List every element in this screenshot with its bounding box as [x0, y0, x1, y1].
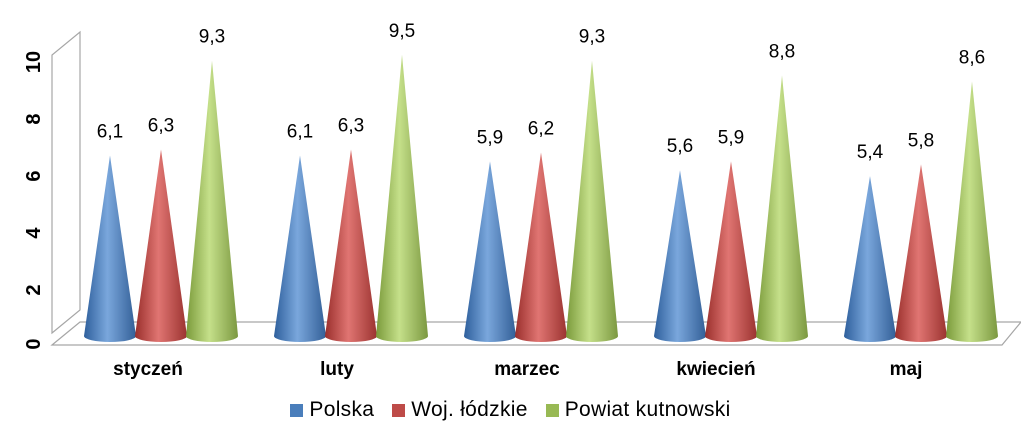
data-label: 6,1: [287, 121, 313, 142]
y-tick-label: 6: [23, 170, 45, 181]
cone-woj-lodzkie: [325, 149, 377, 342]
cone-polska: [84, 155, 136, 342]
cone-powiat-kutnowski: [756, 75, 808, 343]
cone-powiat-kutnowski: [376, 54, 428, 342]
y-tick-label: 2: [23, 284, 45, 295]
cone-polska: [274, 155, 326, 342]
legend-label: Woj. łódzkie: [411, 398, 528, 421]
cone-powiat-kutnowski: [566, 60, 618, 342]
data-label: 5,6: [667, 136, 693, 157]
legend: Polska Woj. łódzkie Powiat kutnowski: [0, 396, 1021, 424]
legend-label: Polska: [309, 398, 375, 421]
legend-swatch: [290, 403, 304, 417]
data-label: 6,2: [528, 118, 554, 139]
x-tick-label: styczeń: [113, 359, 183, 380]
cone-body: [274, 155, 326, 342]
data-label: 9,5: [389, 21, 415, 42]
x-tick-label: luty: [320, 359, 354, 380]
legend-swatch: [545, 403, 559, 417]
data-label: 5,9: [718, 127, 744, 148]
cone-body: [84, 155, 136, 342]
cone-polska: [464, 161, 516, 342]
cone-woj-lodzkie: [705, 161, 757, 342]
legend-item-polska: Polska: [290, 398, 374, 422]
y-tick-label: 10: [23, 51, 45, 73]
x-tick-label: marzec: [494, 359, 560, 380]
cone-body: [756, 75, 808, 343]
data-label: 8,6: [959, 47, 985, 68]
y-tick-label: 4: [23, 227, 45, 239]
cone-powiat-kutnowski: [186, 60, 238, 342]
data-label: 9,3: [199, 27, 225, 48]
cone-body: [654, 170, 706, 342]
cone-body: [464, 161, 516, 342]
data-label: 6,1: [97, 121, 123, 142]
cone-body: [705, 161, 757, 342]
data-label: 5,4: [857, 142, 884, 163]
cone-body: [376, 54, 428, 342]
cone-body: [186, 60, 238, 342]
data-label: 5,9: [477, 127, 503, 148]
y-tick-label: 0: [23, 338, 45, 349]
data-label: 9,3: [579, 27, 605, 48]
cone-body: [844, 176, 896, 342]
cone-woj-lodzkie: [895, 164, 947, 342]
cone-body: [895, 164, 947, 342]
cone-woj-lodzkie: [515, 152, 567, 342]
cone-body: [135, 149, 187, 342]
legend-label: Powiat kutnowski: [564, 398, 731, 421]
x-tick-label: maj: [890, 359, 923, 380]
legend-swatch: [392, 403, 406, 417]
data-label: 5,8: [908, 130, 934, 151]
data-label: 6,3: [338, 116, 364, 137]
x-tick-label: kwiecień: [676, 359, 755, 380]
x-axis-labels: styczeń luty marzec kwiecień maj: [113, 359, 922, 380]
cone-powiat-kutnowski: [946, 81, 998, 342]
cone-body: [325, 149, 377, 342]
y-tick-label: 8: [23, 113, 45, 124]
cone-woj-lodzkie: [135, 149, 187, 342]
back-wall: [51, 30, 81, 335]
legend-item-powiat-kutnowski: Powiat kutnowski: [545, 398, 731, 422]
data-labels: 6,1 6,3 9,3 6,1 6,3 9,5 5,9 6,2 9,3 5,6 5,9 8,8 5,4 5…: [97, 21, 985, 163]
cone-body: [515, 152, 567, 342]
data-label: 8,8: [769, 42, 795, 63]
y-axis-ticks: 0 2 4 6 8 10: [23, 51, 45, 350]
data-label: 6,3: [148, 116, 174, 137]
cone-polska: [654, 170, 706, 342]
cone-polska: [844, 176, 896, 342]
legend-item-woj-lodzkie: Woj. łódzkie: [392, 398, 527, 422]
cone-body: [946, 81, 998, 342]
cone-series: [84, 54, 998, 343]
cone-body: [566, 60, 618, 342]
